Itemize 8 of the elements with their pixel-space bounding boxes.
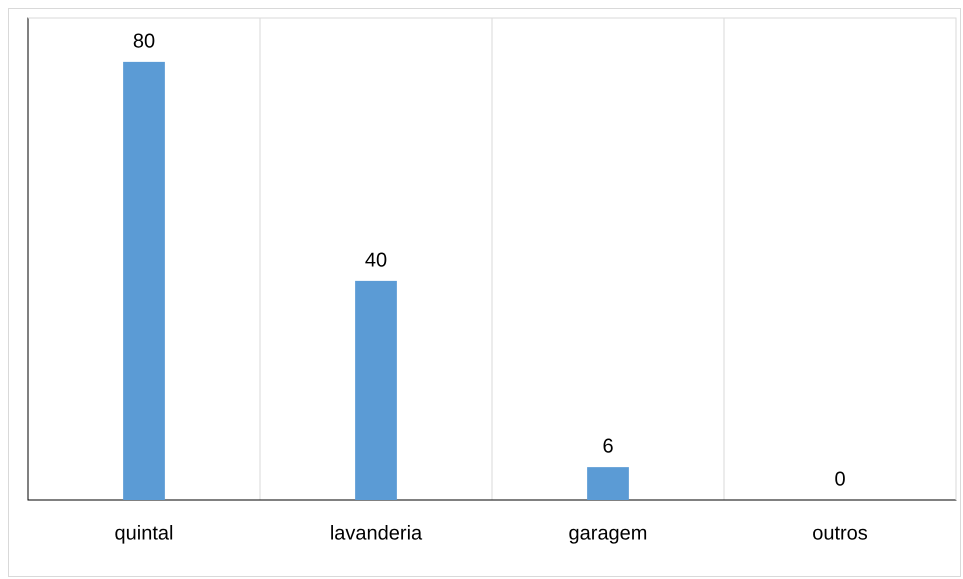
x-tick-label: lavanderia: [330, 522, 424, 545]
x-tick-label: quintal: [114, 522, 174, 545]
data-label: 80: [132, 30, 156, 52]
data-label: 0: [834, 468, 846, 491]
data-label: 6: [602, 436, 614, 458]
x-tick-label: outros: [812, 522, 868, 545]
x-tick-label: garagem: [568, 522, 648, 545]
data-label: 40: [364, 249, 388, 272]
